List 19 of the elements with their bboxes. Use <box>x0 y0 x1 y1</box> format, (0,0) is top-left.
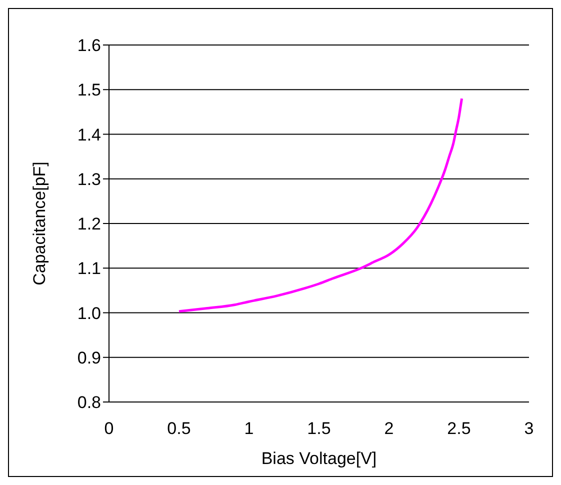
x-tick-label: 0.5 <box>167 419 191 438</box>
y-axis-title: Capacitance[pF] <box>30 162 50 286</box>
x-tick-label: 2.5 <box>447 419 471 438</box>
y-tick-label: 0.9 <box>77 348 101 368</box>
y-tick-label: 1.0 <box>77 304 101 323</box>
y-tick-label: 1.4 <box>77 125 101 144</box>
y-tick-label: 1.5 <box>77 80 101 100</box>
x-tick-label: 1 <box>244 419 254 438</box>
x-tick-label: 1.5 <box>307 419 331 438</box>
y-tick-label: 1.1 <box>77 259 101 278</box>
y-tick-label: 1.2 <box>77 214 101 234</box>
y-tick-label: 1.3 <box>77 170 101 189</box>
x-tick-label: 2 <box>384 419 394 438</box>
y-tick-label: 0.8 <box>77 393 101 412</box>
x-tick-label: 0 <box>104 419 114 438</box>
line-series <box>178 97 464 313</box>
x-tick-label: 3 <box>524 419 534 438</box>
y-tick-label: 1.6 <box>77 36 101 56</box>
x-axis-title: Bias Voltage[V] <box>261 449 377 468</box>
